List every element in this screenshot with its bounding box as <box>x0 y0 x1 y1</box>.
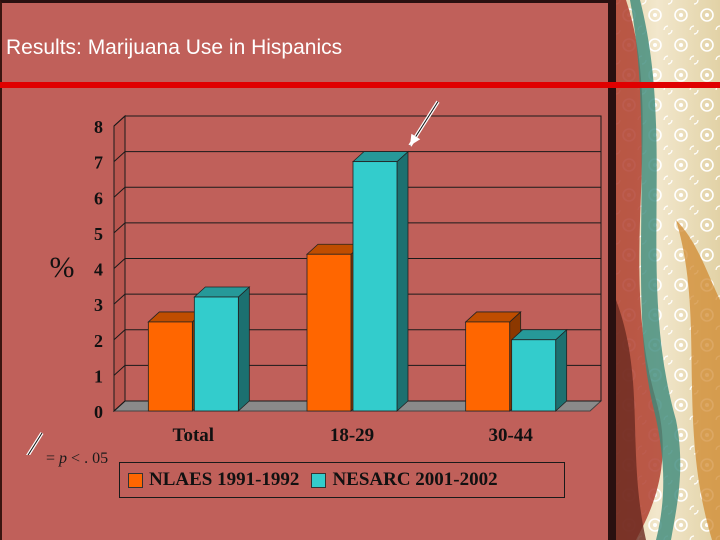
slide-title: Results: Marijuana Use in Hispanics <box>6 36 343 59</box>
gridline-side <box>113 186 126 198</box>
bar <box>352 161 398 412</box>
y-tick-label: 6 <box>94 188 103 208</box>
y-tick-label: 3 <box>94 295 103 315</box>
legend-swatch-nesarc <box>311 472 327 488</box>
legend-item-nesarc: NESARC 2001-2002 <box>311 469 498 491</box>
title-underline <box>0 82 720 88</box>
y-tick-label: 8 <box>94 117 103 137</box>
y-tick-label: 7 <box>94 153 103 173</box>
legend-item-nlaes: NLAES 1991-1992 <box>128 469 299 491</box>
y-tick-label: 1 <box>94 366 103 386</box>
gridline-side <box>113 400 126 412</box>
x-tick-label: 30-44 <box>489 425 534 446</box>
bar-side <box>555 328 568 412</box>
y-tick-label: 2 <box>94 331 103 351</box>
bar <box>306 253 352 412</box>
gridline-side <box>113 329 126 341</box>
significance-operator: < <box>71 450 81 467</box>
significance-arrow <box>408 100 440 147</box>
legend-swatch-nlaes <box>128 472 143 488</box>
bar <box>465 321 511 412</box>
y-axis-label: % <box>50 251 75 284</box>
significance-note: = p < . 05 <box>46 450 108 468</box>
gridline-side <box>113 222 126 234</box>
bar <box>147 321 193 412</box>
gridline-side <box>113 151 126 162</box>
bar <box>511 339 557 412</box>
floral-pattern-decoration <box>616 0 720 540</box>
bar-side <box>396 150 409 412</box>
y-tick-label: 4 <box>94 260 103 280</box>
significance-symbol: = <box>46 450 56 467</box>
bar <box>193 296 239 412</box>
x-tick-label: 18-29 <box>330 425 374 446</box>
legend-label-nesarc: NESARC 2001-2002 <box>332 469 498 490</box>
bar-side <box>237 286 250 412</box>
significance-value: . 05 <box>84 450 109 467</box>
legend-label-nlaes: NLAES 1991-1992 <box>149 469 300 490</box>
bar-chart: 0 1 2 3 4 5 6 7 8% Total 18-29 30-44 <box>26 100 603 455</box>
y-tick-label: 0 <box>94 402 103 422</box>
y-tick-label: 5 <box>94 224 103 244</box>
significance-p-label: p <box>59 450 68 467</box>
gridline-side <box>113 293 126 305</box>
gridline-side <box>113 365 126 376</box>
slide-frame <box>0 0 616 540</box>
significance-key-arrow <box>26 432 44 455</box>
gridline-side <box>113 258 126 269</box>
x-tick-label: Total <box>173 425 215 446</box>
chart-legend: NLAES 1991-1992 NESARC 2001-2002 <box>119 462 565 498</box>
gridline-side <box>113 115 126 127</box>
decorative-side-panel <box>616 0 720 540</box>
